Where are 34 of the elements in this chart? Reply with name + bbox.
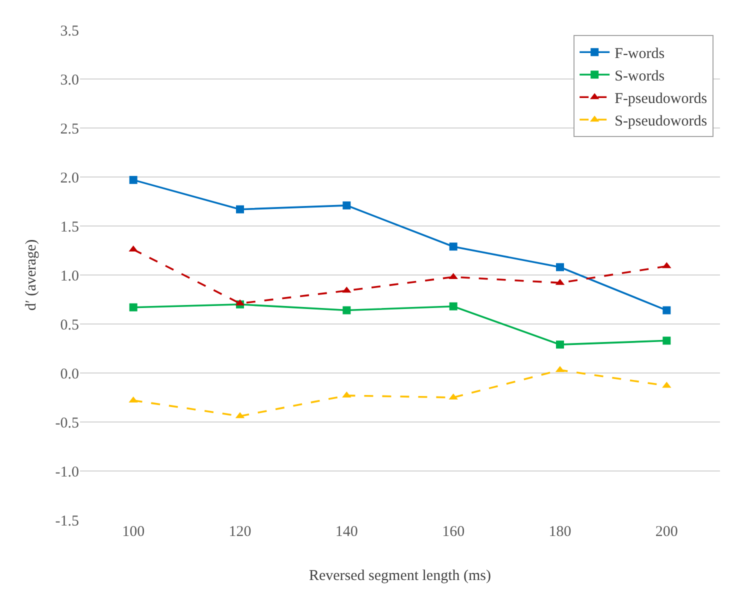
point <box>556 340 564 349</box>
point <box>449 302 458 310</box>
y-tick-label: 1.5 <box>60 219 79 236</box>
y-tick-label: 3.0 <box>60 72 79 88</box>
x-tick-label: 100 <box>122 524 145 540</box>
y-tick-label: 0.0 <box>60 366 79 382</box>
y-tick-label: -1.5 <box>55 513 79 530</box>
legend-label: F-words <box>614 46 665 62</box>
point <box>662 306 671 314</box>
point <box>342 306 351 314</box>
point <box>342 201 351 210</box>
point <box>129 303 138 312</box>
legend-label: F-pseudowords <box>614 91 708 107</box>
legend-label: S-words <box>614 68 665 84</box>
y-tick-label: -0.5 <box>55 415 79 432</box>
y-axis-title: d′ (average) <box>24 239 40 311</box>
x-tick-label: 160 <box>442 524 465 540</box>
legend-label: S-pseudowords <box>614 114 708 130</box>
y-tick-label: 1.0 <box>60 268 79 284</box>
x-tick-label: 180 <box>548 524 572 540</box>
y-tick-label: 0.5 <box>60 317 79 334</box>
point <box>236 205 244 214</box>
point <box>556 263 564 272</box>
y-tick-label: 2.0 <box>60 170 79 186</box>
x-tick-label: 120 <box>228 524 252 540</box>
point <box>449 242 458 251</box>
point <box>662 336 671 345</box>
y-tick-label: 3.5 <box>60 23 79 40</box>
x-tick-label: 200 <box>655 524 678 540</box>
y-tick-label: 2.5 <box>60 121 79 138</box>
x-axis-title: Reversed segment length (ms) <box>308 568 492 584</box>
y-tick-label: -1.0 <box>55 464 79 480</box>
point <box>129 176 138 184</box>
x-tick-label: 140 <box>335 524 358 540</box>
